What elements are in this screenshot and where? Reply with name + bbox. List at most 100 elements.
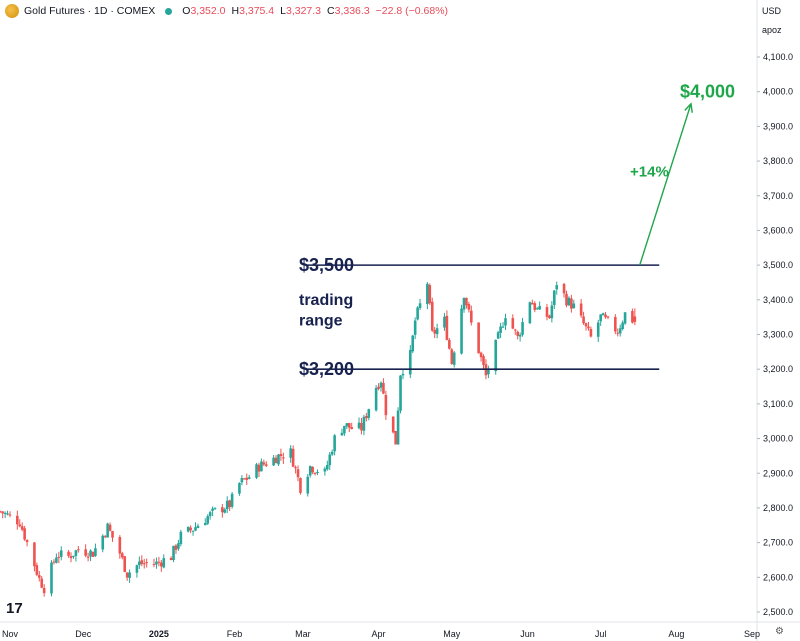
candle-body xyxy=(360,422,363,431)
candle-body xyxy=(277,454,280,465)
projection-arrowhead xyxy=(684,102,693,113)
candle-body xyxy=(155,561,158,565)
candle-body xyxy=(8,514,12,516)
candle-body xyxy=(511,318,515,329)
candle-body xyxy=(206,516,210,524)
candle-body xyxy=(487,369,490,375)
candle-body xyxy=(308,465,312,476)
candle-body xyxy=(128,572,131,578)
projection-arrow xyxy=(639,103,692,266)
candle-body xyxy=(618,328,622,334)
candle-body xyxy=(565,293,568,306)
candle-body xyxy=(467,304,471,310)
price-tick-label: 2,500.0 xyxy=(763,607,793,617)
unit-selector[interactable]: apoz xyxy=(762,25,782,35)
support-label: $3,200 xyxy=(299,359,354,379)
time-tick-label: Sep xyxy=(744,629,760,639)
candle-body xyxy=(562,283,566,294)
ohlc-change: −22.8 (−0.68%) xyxy=(375,5,449,17)
candle-body xyxy=(621,322,624,330)
candle-body xyxy=(572,303,576,309)
candle-body xyxy=(55,557,58,563)
time-tick-label: Jul xyxy=(595,629,607,639)
candle-body xyxy=(496,332,500,339)
candle-body xyxy=(86,556,90,558)
candle-body xyxy=(367,409,371,418)
candle-body xyxy=(282,457,285,459)
candle-body xyxy=(448,340,451,349)
candle-body xyxy=(606,316,610,318)
candle-body xyxy=(531,302,534,305)
candle-body xyxy=(330,451,334,455)
candle-body xyxy=(631,311,634,323)
candle-body xyxy=(394,431,397,445)
candle-body xyxy=(125,572,129,578)
candle-body xyxy=(108,524,112,531)
candle-body xyxy=(326,464,329,470)
candle-body xyxy=(57,556,61,558)
price-tick-label: 3,600.0 xyxy=(763,225,793,235)
price-tick-label: 3,500.0 xyxy=(763,260,793,270)
price-tick-label: 3,000.0 xyxy=(763,434,793,444)
time-tick-label: Nov xyxy=(2,629,19,639)
candle-body xyxy=(77,549,80,551)
currency-selector[interactable]: USD xyxy=(762,6,782,16)
candle-body xyxy=(191,530,195,532)
candle-body xyxy=(120,553,124,558)
candle-body xyxy=(264,464,268,466)
candle-body xyxy=(504,318,507,326)
candle-body xyxy=(482,356,485,365)
candle-body xyxy=(160,562,163,567)
candle-body xyxy=(521,322,524,335)
candle-body xyxy=(37,575,41,578)
candle-body xyxy=(106,523,109,538)
candle-body xyxy=(230,493,234,507)
time-tick-label: Mar xyxy=(295,629,311,639)
candle-body xyxy=(272,457,275,466)
gold-coin-icon[interactable] xyxy=(5,4,19,18)
ohlc-open: O3,352.0 xyxy=(182,5,226,17)
candle-body xyxy=(291,448,295,467)
candle-body xyxy=(211,508,214,511)
settings-icon[interactable]: ⚙ xyxy=(775,626,784,637)
candle-body xyxy=(552,290,556,305)
candle-body xyxy=(194,527,197,531)
candle-body xyxy=(157,561,161,563)
candle-body xyxy=(245,477,249,480)
candle-body xyxy=(401,373,405,376)
candle-body xyxy=(533,303,537,310)
candle-body xyxy=(477,322,480,354)
candle-body xyxy=(94,548,97,557)
candle-body xyxy=(213,507,217,509)
candle-body xyxy=(35,565,39,575)
candle-body xyxy=(435,328,439,335)
price-tick-label: 3,300.0 xyxy=(763,330,793,340)
candle-body xyxy=(323,468,327,472)
price-tick-label: 3,400.0 xyxy=(763,295,793,305)
candle-body xyxy=(59,550,63,557)
candle-body xyxy=(374,387,378,411)
time-tick-label: Aug xyxy=(668,629,684,639)
candle-body xyxy=(452,352,456,365)
candle-body xyxy=(1,511,4,514)
candle-body xyxy=(162,558,166,568)
candle-body xyxy=(274,457,278,464)
price-tick-label: 3,800.0 xyxy=(763,156,793,166)
candle-body xyxy=(294,467,297,469)
candle-body xyxy=(347,423,351,428)
candle-body xyxy=(399,375,402,411)
trading-range-label: trading xyxy=(299,292,353,309)
candle-body xyxy=(450,349,454,364)
candle-body xyxy=(445,315,449,340)
price-tick-label: 4,100.0 xyxy=(763,52,793,62)
symbol-title[interactable]: Gold Futures · 1D · COMEX xyxy=(24,5,156,17)
candle-body xyxy=(299,478,302,493)
candle-body xyxy=(91,551,95,557)
candle-body xyxy=(145,562,148,564)
candle-body xyxy=(18,524,22,527)
candle-body xyxy=(382,382,385,394)
candle-body xyxy=(20,526,24,530)
time-tick-label: Apr xyxy=(372,629,386,639)
tradingview-logo-icon[interactable]: 17 xyxy=(6,600,23,617)
